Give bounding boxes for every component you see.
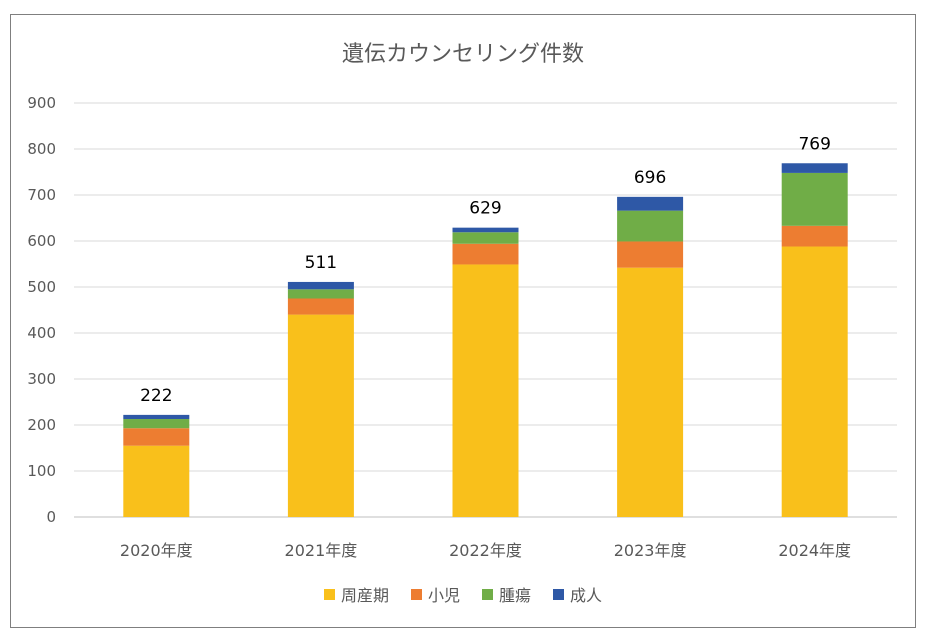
y-tick-label: 500 [27,278,56,296]
legend-item: 成人 [553,582,602,606]
data-label-total: 696 [634,168,666,188]
legend: 周産期 小児 腫瘍 成人 [0,582,926,606]
bar-segment-2 [617,241,684,268]
data-label-total: 769 [798,134,830,154]
y-tick-label: 0 [46,508,56,526]
bar-segment-3 [287,289,354,299]
y-tick-label: 300 [27,370,56,388]
bar-segment-3 [452,232,519,244]
data-label-total: 629 [469,199,501,219]
legend-swatch [410,588,422,600]
bar-segment-2 [123,428,190,446]
legend-label: 腫瘍 [499,586,532,605]
bar-segment-1 [617,267,684,517]
data-label-total: 222 [140,386,172,406]
data-label-total: 511 [305,253,337,273]
bar-segment-4 [287,281,354,290]
chart-title: 遺伝カウンセリング件数 [341,42,584,67]
legend-item: 周産期 [323,582,389,606]
legend-label: 小児 [427,586,460,605]
bar-segment-1 [123,445,190,517]
legend-item: 小児 [410,582,460,606]
legend-item: 腫瘍 [482,582,531,606]
legend-swatch [323,588,335,600]
legend-label: 成人 [570,586,603,605]
y-tick-label: 900 [27,94,56,112]
bar-segment-1 [781,246,848,517]
bar-segment-1 [287,314,354,517]
y-tick-label: 100 [27,462,56,480]
x-tick-label: 2020年度 [120,541,193,560]
x-tick-label: 2021年度 [285,541,358,560]
bar-segment-2 [452,243,519,265]
x-tick-label: 2023年度 [614,541,687,560]
bar-segment-3 [123,419,190,429]
bar-segment-4 [781,163,848,173]
y-tick-label: 600 [27,232,56,250]
bar-segment-3 [781,172,848,226]
bar-segment-2 [781,225,848,247]
x-tick-label: 2024年度 [778,541,851,560]
legend-label: 周産期 [340,586,389,605]
bar-segment-2 [287,298,354,315]
bar-segment-4 [123,414,190,420]
legend-swatch [482,588,493,600]
y-tick-label: 700 [27,186,56,204]
y-tick-label: 200 [27,416,56,434]
y-tick-label: 400 [27,324,56,342]
y-tick-label: 800 [27,140,56,158]
bar-segment-4 [617,196,684,211]
x-tick-label: 2022年度 [449,541,522,560]
bar-segment-3 [617,210,684,242]
legend-swatch [553,588,565,600]
bar-segment-4 [452,227,519,233]
bar-segment-1 [452,264,519,517]
